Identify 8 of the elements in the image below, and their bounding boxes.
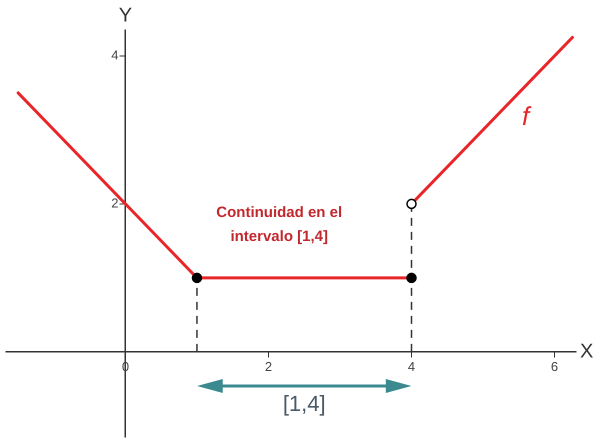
series-label: f xyxy=(522,101,532,132)
annotation: Continuidad en el intervalo [1,4] xyxy=(216,204,342,245)
x-tick-label: 2 xyxy=(264,358,272,374)
x-tick-label: 6 xyxy=(550,358,558,374)
x-tick-label: 4 xyxy=(408,358,416,374)
y-axis-title: Y xyxy=(118,4,132,27)
annotation: [1,4] xyxy=(282,390,326,416)
x-axis-title: X xyxy=(580,340,594,362)
